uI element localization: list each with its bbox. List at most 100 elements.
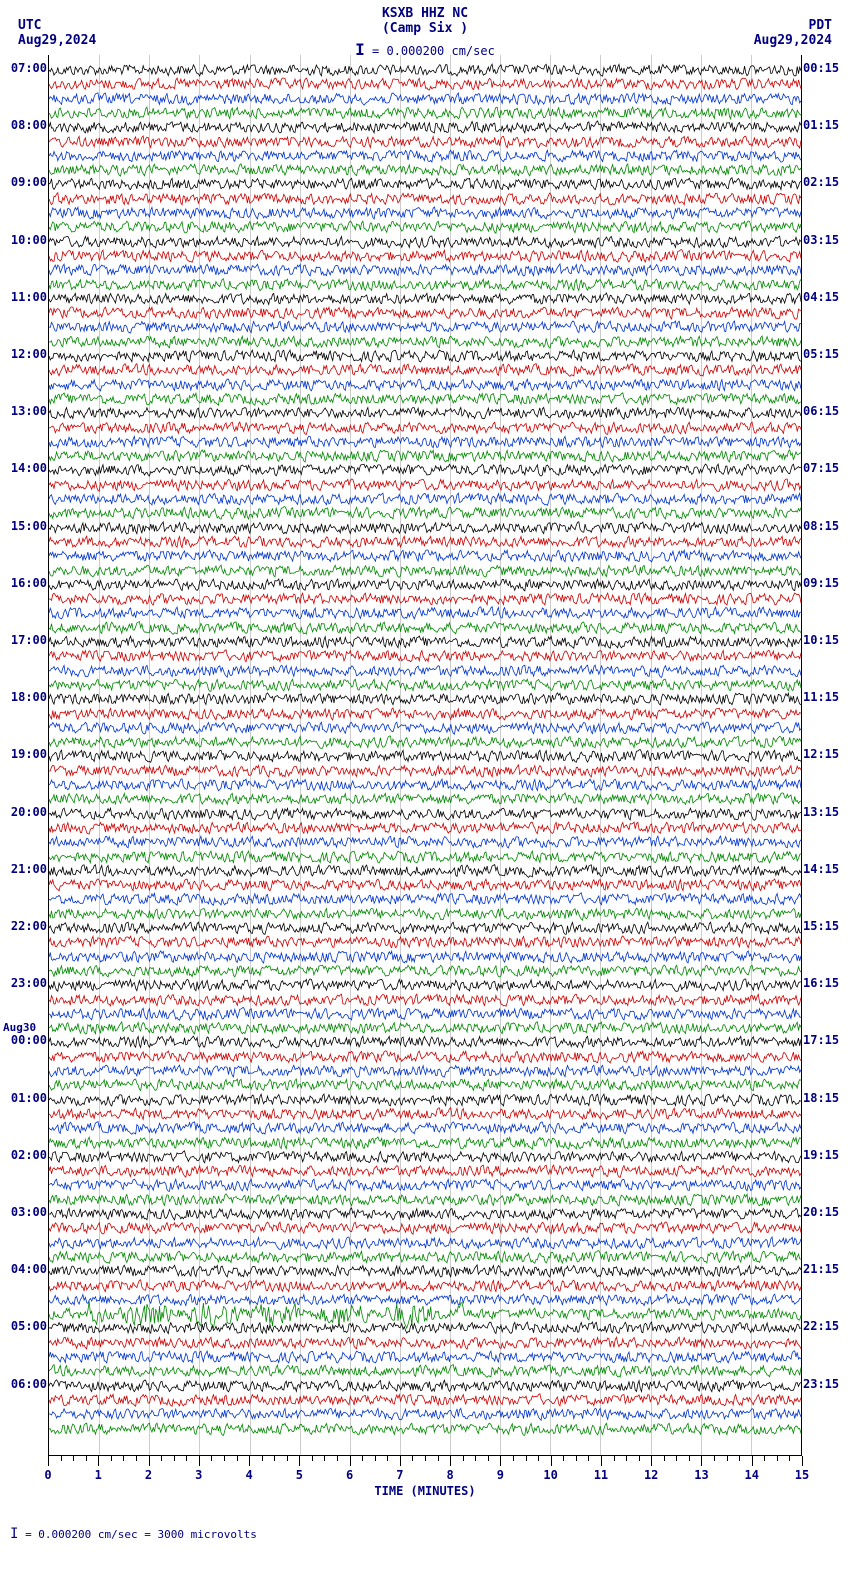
x-tick-major bbox=[48, 1456, 49, 1466]
x-tick-minor bbox=[123, 1456, 124, 1461]
x-tick-label: 3 bbox=[195, 1468, 202, 1482]
pdt-time-label: 01:15 bbox=[803, 118, 847, 132]
x-tick-major bbox=[400, 1456, 401, 1466]
pdt-time-label: 22:15 bbox=[803, 1319, 847, 1333]
x-tick-minor bbox=[186, 1456, 187, 1461]
x-tick-label: 8 bbox=[447, 1468, 454, 1482]
x-tick-label: 9 bbox=[497, 1468, 504, 1482]
x-tick-label: 12 bbox=[644, 1468, 658, 1482]
pdt-time-label: 21:15 bbox=[803, 1262, 847, 1276]
utc-time-label: 17:00 bbox=[3, 633, 47, 647]
x-tick-minor bbox=[262, 1456, 263, 1461]
x-tick-minor bbox=[538, 1456, 539, 1461]
utc-time-label: 00:00 bbox=[3, 1033, 47, 1047]
x-tick-minor bbox=[588, 1456, 589, 1461]
pdt-time-label: 16:15 bbox=[803, 976, 847, 990]
pdt-time-label: 02:15 bbox=[803, 175, 847, 189]
x-tick-minor bbox=[789, 1456, 790, 1461]
pdt-time-label: 12:15 bbox=[803, 747, 847, 761]
x-tick-label: 2 bbox=[145, 1468, 152, 1482]
x-tick-label: 14 bbox=[744, 1468, 758, 1482]
utc-time-label: 20:00 bbox=[3, 805, 47, 819]
pdt-time-label: 07:15 bbox=[803, 461, 847, 475]
x-tick-label: 6 bbox=[346, 1468, 353, 1482]
pdt-time-label: 03:15 bbox=[803, 233, 847, 247]
utc-time-label: 21:00 bbox=[3, 862, 47, 876]
x-tick-minor bbox=[438, 1456, 439, 1461]
x-tick-major bbox=[752, 1456, 753, 1466]
x-tick-label: 1 bbox=[95, 1468, 102, 1482]
x-tick-label: 15 bbox=[795, 1468, 809, 1482]
utc-time-label: 10:00 bbox=[3, 233, 47, 247]
pdt-time-label: 05:15 bbox=[803, 347, 847, 361]
x-tick-major bbox=[249, 1456, 250, 1466]
pdt-time-label: 08:15 bbox=[803, 519, 847, 533]
x-tick-minor bbox=[425, 1456, 426, 1461]
x-tick-minor bbox=[475, 1456, 476, 1461]
x-tick-major bbox=[199, 1456, 200, 1466]
utc-time-label: 22:00 bbox=[3, 919, 47, 933]
pdt-time-label: 18:15 bbox=[803, 1091, 847, 1105]
x-tick-minor bbox=[211, 1456, 212, 1461]
pdt-time-label: 10:15 bbox=[803, 633, 847, 647]
x-tick-minor bbox=[714, 1456, 715, 1461]
pdt-time-label: 23:15 bbox=[803, 1377, 847, 1391]
x-tick-major bbox=[450, 1456, 451, 1466]
utc-time-label: 19:00 bbox=[3, 747, 47, 761]
right-tz: PDT bbox=[809, 18, 832, 33]
utc-time-label: 06:00 bbox=[3, 1377, 47, 1391]
x-tick-minor bbox=[324, 1456, 325, 1461]
x-tick-minor bbox=[136, 1456, 137, 1461]
x-tick-major bbox=[350, 1456, 351, 1466]
utc-time-label: 04:00 bbox=[3, 1262, 47, 1276]
utc-time-label: 16:00 bbox=[3, 576, 47, 590]
x-tick-major bbox=[551, 1456, 552, 1466]
x-tick-label: 10 bbox=[543, 1468, 557, 1482]
x-tick-minor bbox=[689, 1456, 690, 1461]
header-center: KSXB HHZ NC (Camp Six ) bbox=[0, 6, 850, 36]
x-tick-minor bbox=[174, 1456, 175, 1461]
utc-time-label: 02:00 bbox=[3, 1148, 47, 1162]
x-axis-title: TIME (MINUTES) bbox=[48, 1484, 802, 1498]
x-tick-label: 0 bbox=[44, 1468, 51, 1482]
seismogram-plot: 07:0000:1508:0001:1509:0002:1510:0003:15… bbox=[48, 55, 802, 1456]
x-tick-minor bbox=[274, 1456, 275, 1461]
x-tick-minor bbox=[739, 1456, 740, 1461]
x-tick-label: 11 bbox=[594, 1468, 608, 1482]
utc-time-label: 18:00 bbox=[3, 690, 47, 704]
x-axis: TIME (MINUTES) 0123456789101112131415 bbox=[48, 1456, 802, 1506]
utc-time-label: 12:00 bbox=[3, 347, 47, 361]
utc-time-label: 05:00 bbox=[3, 1319, 47, 1333]
pdt-time-label: 15:15 bbox=[803, 919, 847, 933]
x-tick-minor bbox=[664, 1456, 665, 1461]
pdt-time-label: 04:15 bbox=[803, 290, 847, 304]
x-tick-major bbox=[500, 1456, 501, 1466]
utc-time-label: 03:00 bbox=[3, 1205, 47, 1219]
x-tick-minor bbox=[488, 1456, 489, 1461]
x-tick-minor bbox=[639, 1456, 640, 1461]
x-tick-minor bbox=[626, 1456, 627, 1461]
x-tick-minor bbox=[375, 1456, 376, 1461]
utc-time-label: 01:00 bbox=[3, 1091, 47, 1105]
utc-time-label: 23:00 bbox=[3, 976, 47, 990]
utc-time-label: 09:00 bbox=[3, 175, 47, 189]
utc-time-label: 07:00 bbox=[3, 61, 47, 75]
x-tick-major bbox=[149, 1456, 150, 1466]
x-tick-major bbox=[651, 1456, 652, 1466]
x-tick-minor bbox=[412, 1456, 413, 1461]
x-tick-minor bbox=[764, 1456, 765, 1461]
x-tick-label: 4 bbox=[245, 1468, 252, 1482]
utc-time-label: 08:00 bbox=[3, 118, 47, 132]
x-tick-minor bbox=[86, 1456, 87, 1461]
x-tick-minor bbox=[287, 1456, 288, 1461]
pdt-time-label: 20:15 bbox=[803, 1205, 847, 1219]
x-tick-minor bbox=[224, 1456, 225, 1461]
x-tick-minor bbox=[614, 1456, 615, 1461]
header: UTC Aug29,2024 KSXB HHZ NC (Camp Six ) P… bbox=[0, 0, 850, 55]
pdt-time-label: 00:15 bbox=[803, 61, 847, 75]
x-tick-minor bbox=[463, 1456, 464, 1461]
utc-time-label: 13:00 bbox=[3, 404, 47, 418]
x-tick-minor bbox=[337, 1456, 338, 1461]
station-location: (Camp Six ) bbox=[382, 21, 468, 36]
x-tick-minor bbox=[237, 1456, 238, 1461]
